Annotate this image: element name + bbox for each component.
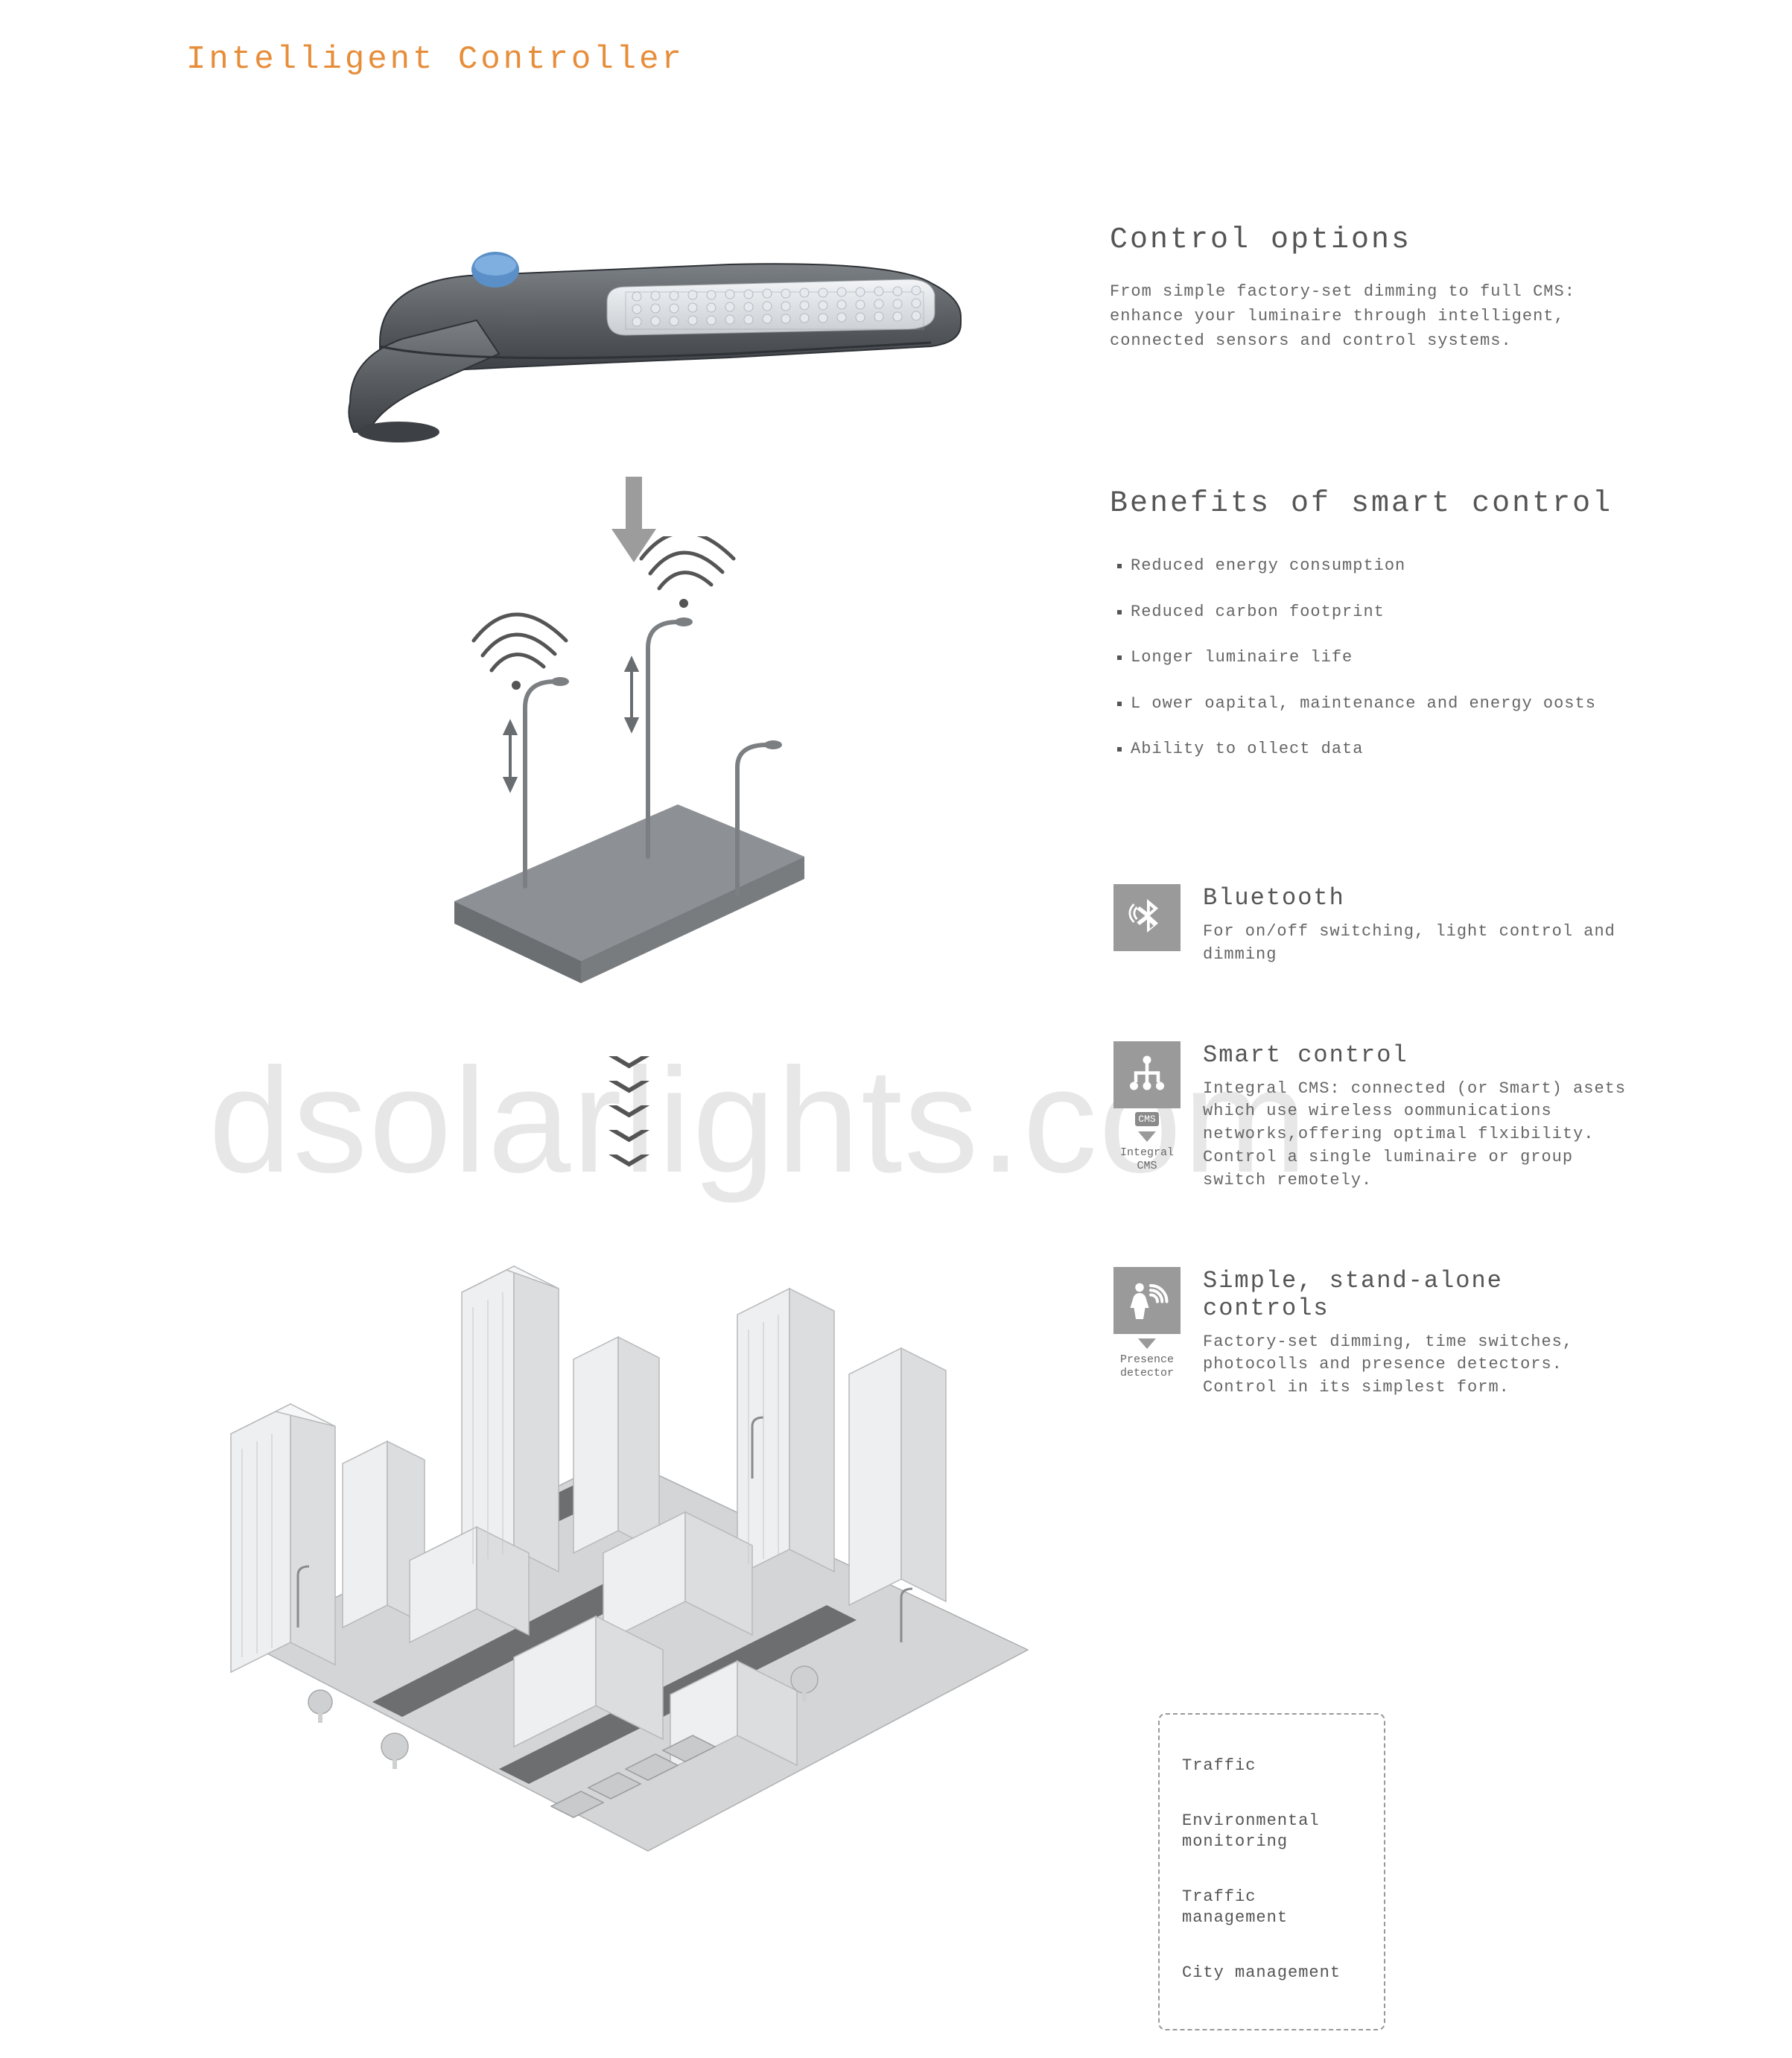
chevron-down-icon: ⌄⌄⌄⌄⌄ (614, 1043, 637, 1166)
list-item: Ability to ollect data (1110, 726, 1631, 772)
text-column: Control options From simple factory-set … (1110, 223, 1631, 1474)
presence-detector-icon (1113, 1267, 1181, 1334)
icon-caption: Presence detector (1110, 1353, 1184, 1380)
applications-box: Traffic Environmental monitoring Traffic… (1158, 1713, 1385, 2030)
benefits-section: Benefits of smart control Reduced energy… (1110, 487, 1631, 772)
list-item: Traffic (1182, 1756, 1362, 1777)
feature-title: Smart control (1203, 1041, 1631, 1069)
benefits-list: Reduced energy consumption Reduced carbo… (1110, 543, 1631, 772)
luminaire-illustration (313, 209, 983, 447)
list-item: Environmental monitoring (1182, 1811, 1362, 1853)
feature-desc: Integral CMS: connected (or Smart) asets… (1203, 1078, 1631, 1192)
feature-bluetooth: Bluetooth For on/off switching, light co… (1110, 884, 1631, 967)
control-options-heading: Control options (1110, 223, 1631, 257)
feature-title: Simple, stand-alone controls (1203, 1267, 1631, 1322)
city-illustration (186, 1225, 1065, 1896)
illustration-column: ⌄⌄⌄⌄⌄ (186, 209, 1065, 1896)
chevron-down-icon (1138, 1131, 1156, 1142)
feature-desc: For on/off switching, light control and … (1203, 921, 1631, 967)
bluetooth-icon (1113, 884, 1181, 951)
feature-standalone: Presence detector Simple, stand-alone co… (1110, 1267, 1631, 1400)
list-item: L ower oapital, maintenance and energy o… (1110, 681, 1631, 727)
feature-title: Bluetooth (1203, 884, 1631, 912)
network-hub-illustration (365, 536, 886, 998)
list-item: Longer luminaire life (1110, 635, 1631, 681)
page-title: Intelligent Controller (186, 41, 684, 78)
list-item: City management (1182, 1963, 1362, 1984)
icon-caption: Integral CMS (1110, 1146, 1184, 1173)
list-item: Reduced energy consumption (1110, 543, 1631, 589)
control-options-body: From simple factory-set dimming to full … (1110, 279, 1631, 353)
features-section: Bluetooth For on/off switching, light co… (1110, 884, 1631, 1400)
list-item: Reduced carbon footprint (1110, 589, 1631, 635)
chevron-down-icon (1138, 1338, 1156, 1349)
network-tree-icon (1113, 1041, 1181, 1108)
feature-desc: Factory-set dimming, time switches, phot… (1203, 1331, 1631, 1400)
benefits-heading: Benefits of smart control (1110, 487, 1631, 521)
feature-smart-control: CMS Integral CMS Smart control Integral … (1110, 1041, 1631, 1192)
cms-badge: CMS (1134, 1111, 1159, 1127)
list-item: Traffic management (1182, 1887, 1362, 1929)
